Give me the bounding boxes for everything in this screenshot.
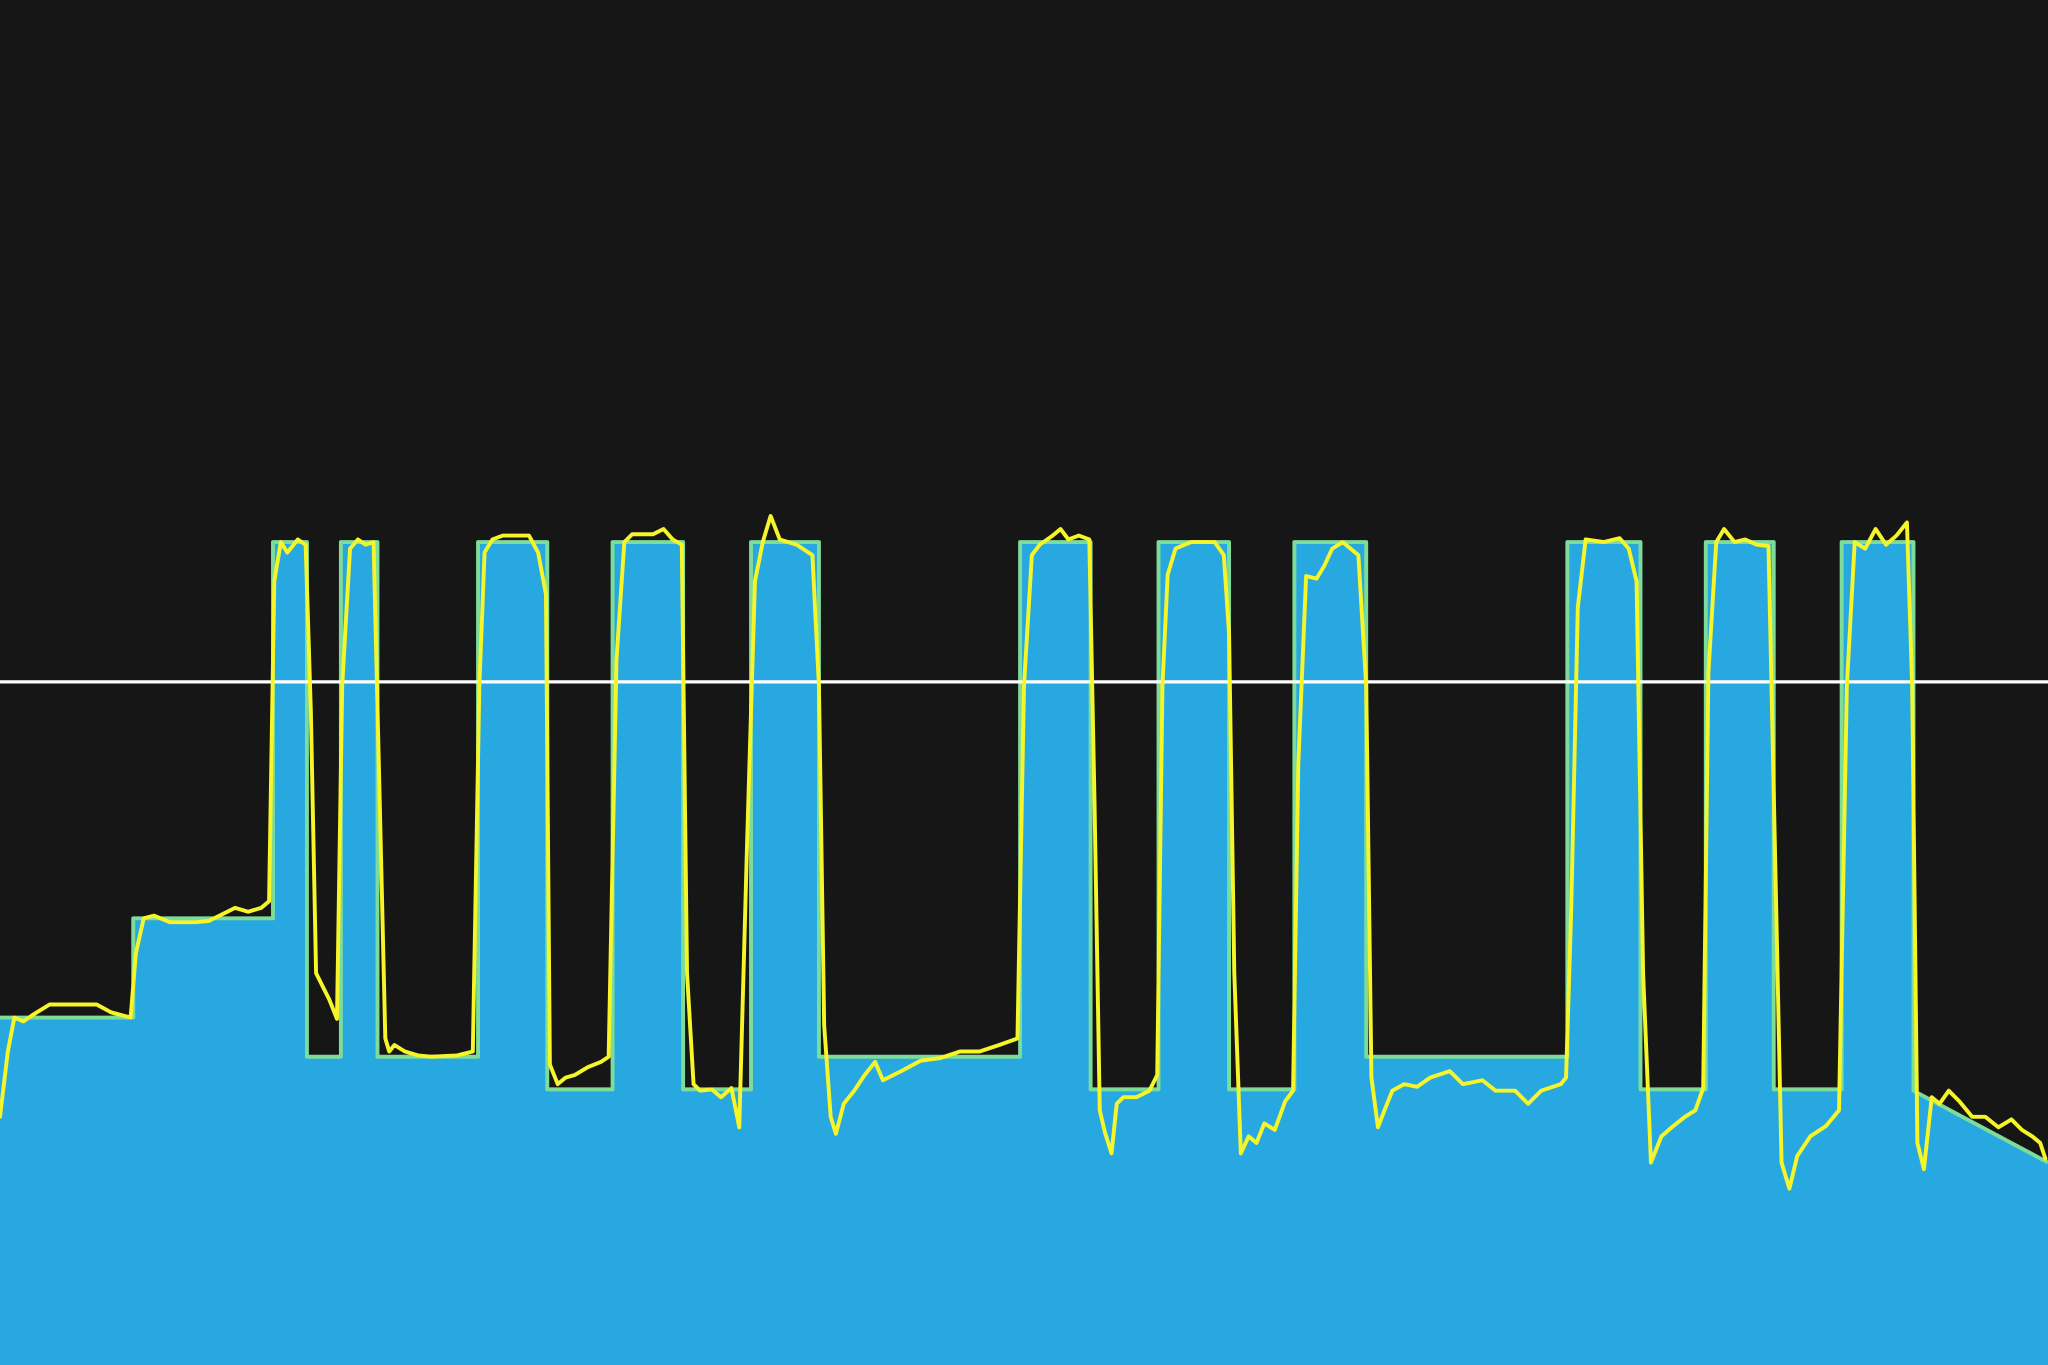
actual-line: [0, 513, 2048, 1191]
target-area: [0, 542, 2048, 1365]
actual-series: [0, 513, 2048, 1191]
